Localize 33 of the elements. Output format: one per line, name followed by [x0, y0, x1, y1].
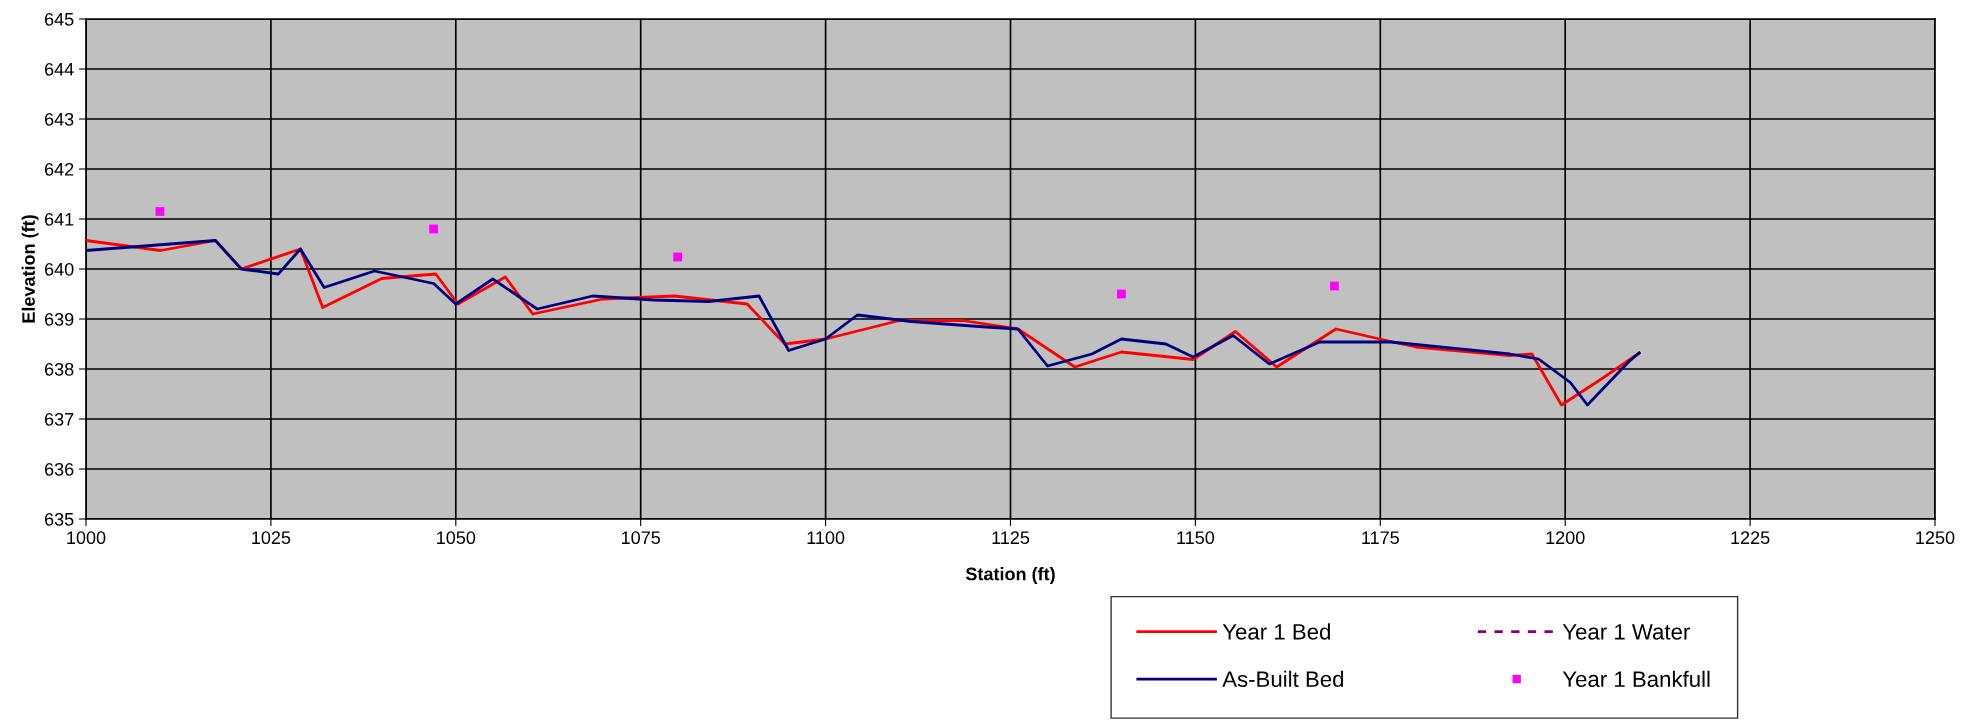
- x-tick-label: 1025: [252, 531, 291, 545]
- y-axis-title: Elevation (ft): [21, 215, 39, 323]
- point: [673, 252, 683, 262]
- x-tick-label: 1050: [437, 531, 476, 545]
- y-tick-label: 637: [44, 412, 74, 426]
- y-tick-label: 638: [44, 362, 74, 376]
- x-tick-label: 1200: [1546, 531, 1585, 545]
- point: [1330, 281, 1339, 291]
- legend-label: Year 1 Water: [1562, 624, 1690, 640]
- x-tick-label: 1175: [1362, 531, 1399, 545]
- y-tick-label: 643: [44, 112, 74, 126]
- x-axis-title: Station (ft): [965, 567, 1055, 584]
- x-tick-label: 1075: [622, 531, 661, 545]
- y-tick-label: 644: [44, 62, 74, 76]
- x-tick-label: 1225: [1731, 531, 1770, 545]
- y-tick-label: 645: [44, 12, 74, 26]
- y-tick-label: 640: [44, 262, 74, 276]
- y-tick-label: 639: [44, 312, 74, 326]
- x-tick-label: 1150: [1177, 531, 1215, 545]
- x-tick-label: 1250: [1916, 531, 1955, 545]
- point: [155, 207, 165, 216]
- x-tick-label: 1000: [67, 531, 106, 545]
- legend-label: Year 1 Bankfull: [1562, 670, 1710, 688]
- x-tick-label: 1100: [807, 531, 845, 545]
- y-tick-label: 636: [44, 462, 74, 476]
- legend-label: As-Built Bed: [1222, 670, 1344, 688]
- legend-label: Year 1 Bed: [1222, 623, 1330, 640]
- point: [1117, 289, 1126, 299]
- x-tick-label: 1125: [992, 531, 1030, 545]
- y-tick-label: 635: [44, 512, 74, 526]
- y-tick-label: 642: [44, 162, 74, 176]
- point: [429, 224, 438, 234]
- y-tick-label: 641: [44, 212, 74, 226]
